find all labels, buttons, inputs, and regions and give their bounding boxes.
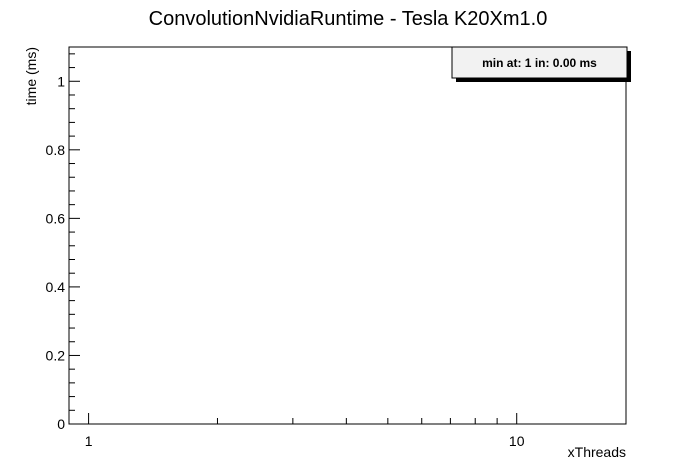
y-tick-label: 0 xyxy=(57,416,65,432)
x-tick-label: 10 xyxy=(509,433,525,449)
stats-box-frame xyxy=(451,46,628,79)
plot-frame xyxy=(68,46,627,425)
x-tick-label: 1 xyxy=(85,433,93,449)
y-tick-label: 0.4 xyxy=(46,279,66,295)
stats-box: min at: 1 in: 0.00 ms xyxy=(451,46,631,82)
stats-box-text: min at: 1 in: 0.00 ms xyxy=(482,56,597,70)
y-axis-label: time (ms) xyxy=(23,47,39,105)
y-axis-ticks: 0 0.2 0.4 0.6 0.8 1 xyxy=(46,53,80,432)
y-tick-label: 0.6 xyxy=(46,210,66,226)
chart-title: ConvolutionNvidiaRuntime - Tesla K20Xm1.… xyxy=(149,8,548,30)
x-axis-ticks: 1 10 xyxy=(85,413,525,449)
y-tick-label: 0.8 xyxy=(46,142,66,158)
y-tick-label: 0.2 xyxy=(46,347,66,363)
x-axis-label: xThreads xyxy=(568,444,626,460)
y-tick-label: 1 xyxy=(57,73,65,89)
